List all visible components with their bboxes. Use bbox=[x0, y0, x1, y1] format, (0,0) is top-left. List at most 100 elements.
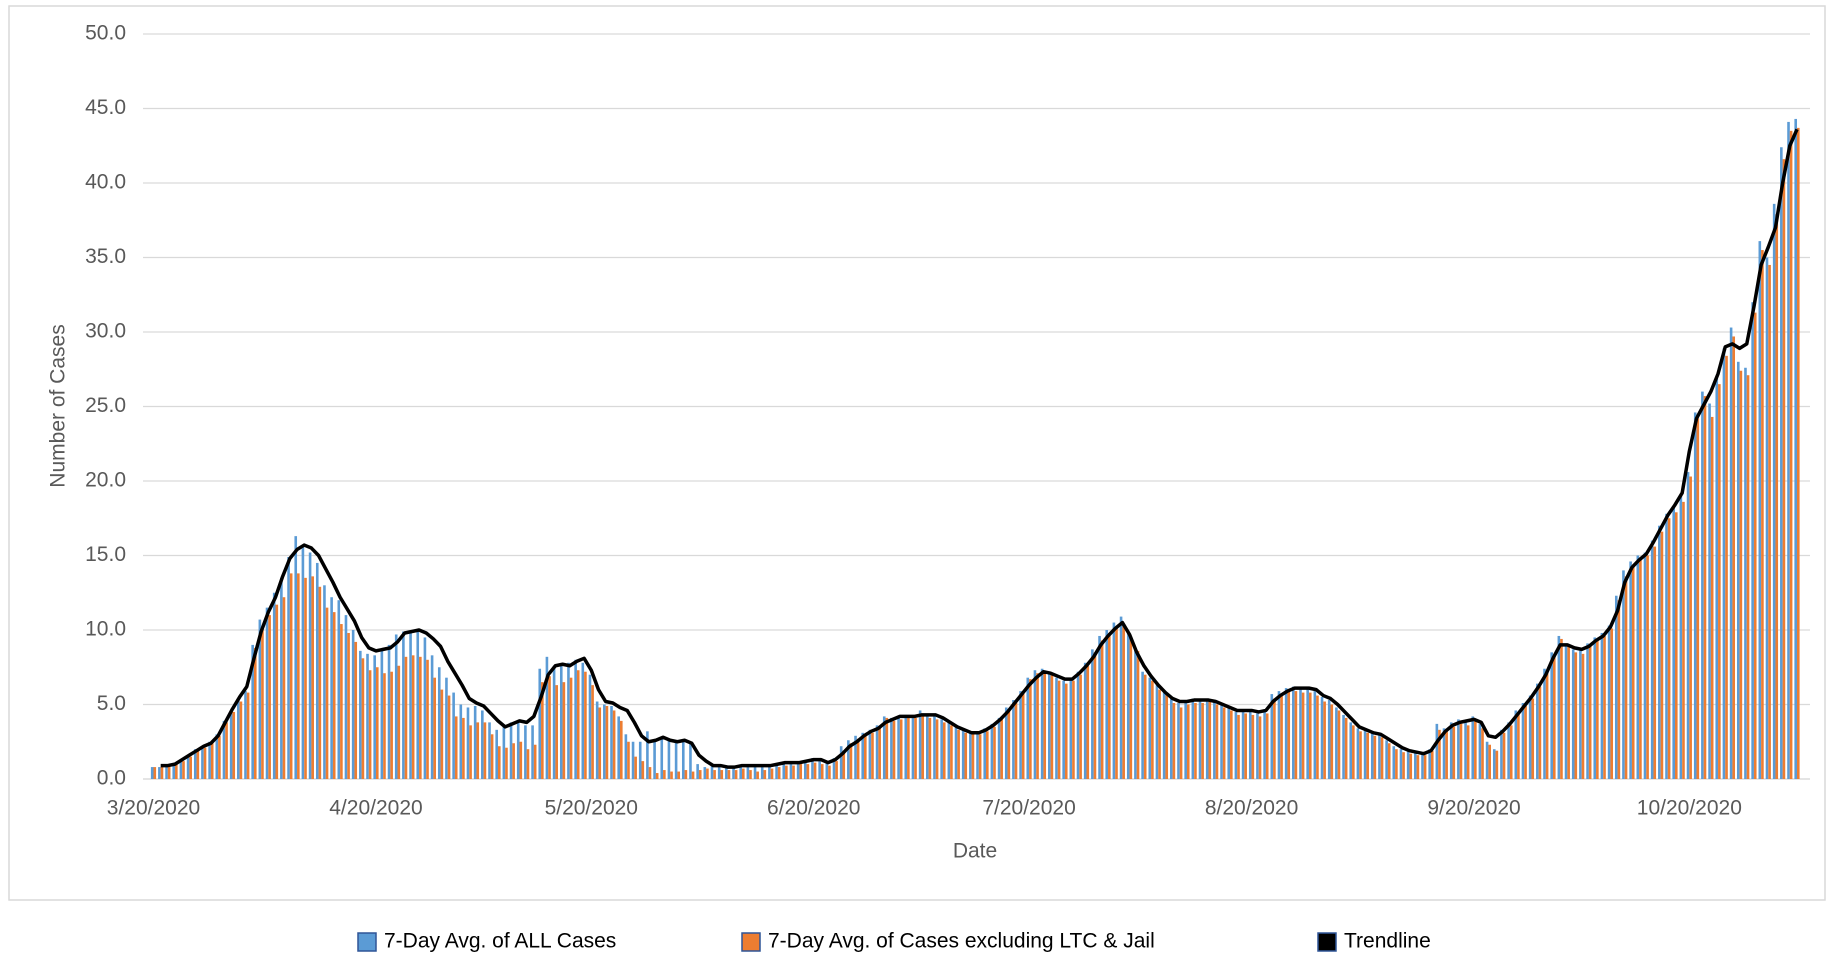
bar bbox=[1349, 722, 1353, 779]
bar bbox=[789, 764, 793, 779]
bar bbox=[347, 632, 350, 779]
bar bbox=[1122, 624, 1125, 779]
bar bbox=[555, 685, 559, 779]
bar bbox=[354, 641, 358, 779]
bar bbox=[1708, 403, 1711, 779]
legend-swatch bbox=[357, 932, 377, 952]
bar bbox=[1191, 698, 1195, 779]
bar bbox=[1423, 755, 1427, 779]
bar bbox=[1205, 698, 1209, 779]
bar bbox=[619, 720, 623, 779]
legend-label: 7-Day Avg. of Cases excluding LTC & Jail bbox=[768, 930, 1155, 953]
bar bbox=[1026, 677, 1030, 779]
bar bbox=[576, 670, 580, 779]
bar bbox=[885, 717, 889, 779]
bar bbox=[646, 731, 649, 779]
legend-swatch bbox=[1317, 932, 1337, 952]
bar bbox=[1693, 412, 1697, 779]
bar bbox=[1378, 734, 1381, 779]
bar bbox=[1234, 711, 1238, 779]
bar bbox=[447, 695, 451, 779]
y-tick-label: 0.0 bbox=[97, 767, 126, 790]
bar bbox=[397, 665, 401, 779]
bar bbox=[1672, 506, 1675, 779]
bar bbox=[1280, 695, 1283, 779]
bar bbox=[287, 556, 290, 779]
bar bbox=[215, 734, 219, 779]
bar bbox=[1430, 750, 1434, 779]
bar bbox=[1399, 749, 1403, 779]
bar bbox=[1112, 622, 1116, 779]
bar bbox=[612, 710, 616, 779]
bar bbox=[1471, 716, 1475, 779]
legend-swatch bbox=[741, 932, 761, 952]
bar bbox=[811, 758, 814, 779]
bar bbox=[423, 637, 427, 779]
bar bbox=[933, 716, 936, 779]
bar bbox=[1129, 637, 1133, 779]
bar bbox=[1126, 631, 1130, 779]
bar bbox=[201, 746, 204, 779]
bar bbox=[1579, 650, 1582, 779]
bar bbox=[861, 732, 865, 779]
y-tick-label: 25.0 bbox=[85, 394, 126, 417]
x-tick-label: 10/20/2020 bbox=[1637, 797, 1742, 820]
x-tick-label: 8/20/2020 bbox=[1205, 797, 1298, 820]
bar bbox=[158, 767, 161, 779]
bar bbox=[717, 767, 721, 779]
bar bbox=[416, 631, 420, 779]
bar bbox=[1076, 671, 1080, 779]
bar bbox=[359, 650, 362, 779]
bar bbox=[782, 762, 786, 779]
bar bbox=[1588, 646, 1592, 779]
bar bbox=[1141, 671, 1144, 779]
bar bbox=[990, 723, 994, 779]
bar bbox=[605, 705, 609, 779]
bar bbox=[445, 677, 448, 779]
bar bbox=[1560, 638, 1563, 779]
bar bbox=[1789, 130, 1793, 780]
bar bbox=[1765, 257, 1769, 779]
bar bbox=[1136, 650, 1140, 779]
bar bbox=[756, 771, 759, 779]
bar bbox=[229, 710, 233, 779]
bar bbox=[1464, 720, 1467, 779]
bar bbox=[763, 770, 767, 779]
bar bbox=[828, 765, 831, 779]
bar bbox=[739, 765, 743, 779]
bar bbox=[265, 607, 269, 779]
x-tick-label: 6/20/2020 bbox=[767, 797, 860, 820]
bar bbox=[1416, 755, 1420, 779]
bar bbox=[818, 759, 821, 779]
bar bbox=[1299, 689, 1302, 779]
bar bbox=[1330, 704, 1334, 779]
bar bbox=[1342, 714, 1345, 779]
bar bbox=[1115, 627, 1118, 779]
bar bbox=[541, 682, 544, 779]
bar bbox=[631, 741, 635, 779]
bar bbox=[1395, 749, 1398, 779]
bar bbox=[1370, 732, 1374, 779]
bar bbox=[488, 722, 491, 779]
bar bbox=[323, 585, 326, 779]
y-tick-label: 30.0 bbox=[85, 320, 126, 343]
bar bbox=[153, 767, 157, 779]
y-tick-label: 50.0 bbox=[85, 22, 126, 45]
bar bbox=[581, 662, 585, 779]
bar bbox=[799, 764, 803, 779]
bar bbox=[1445, 731, 1448, 779]
bar bbox=[1263, 710, 1266, 779]
bar bbox=[1100, 640, 1104, 779]
bar bbox=[1794, 118, 1797, 780]
bar bbox=[1703, 396, 1707, 779]
bar bbox=[1248, 711, 1252, 779]
bar bbox=[907, 717, 910, 779]
bar bbox=[1538, 686, 1542, 779]
bar bbox=[383, 673, 386, 779]
y-tick-label: 5.0 bbox=[97, 692, 126, 715]
bar bbox=[742, 768, 745, 779]
bar bbox=[1306, 688, 1309, 779]
bar bbox=[172, 764, 176, 779]
bar bbox=[387, 644, 391, 779]
